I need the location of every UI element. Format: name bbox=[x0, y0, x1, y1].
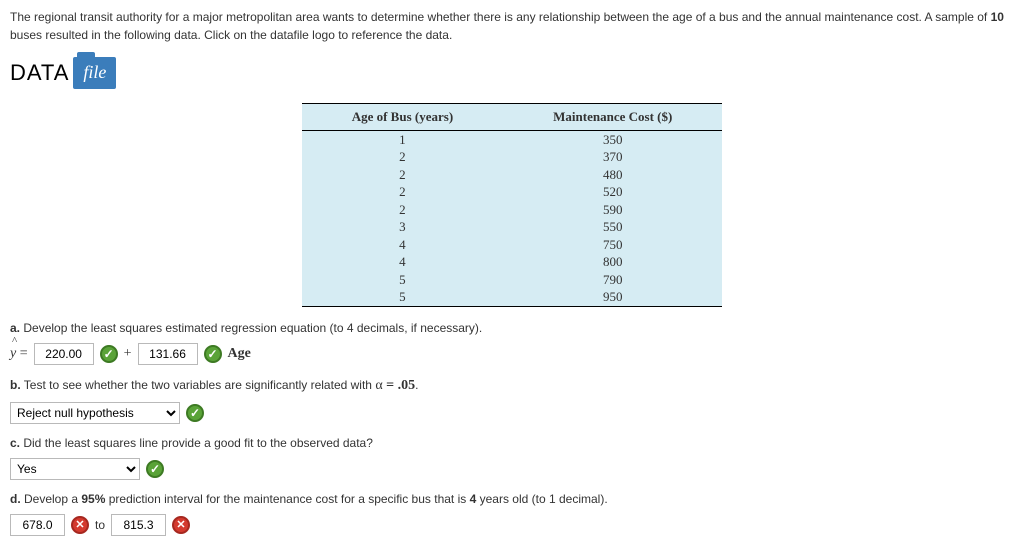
table-row: 5950 bbox=[302, 288, 723, 306]
label-c: c. bbox=[10, 436, 20, 450]
lower-bound-input[interactable] bbox=[10, 514, 65, 536]
cross-icon bbox=[172, 516, 190, 534]
hypothesis-select[interactable]: Reject null hypothesis bbox=[10, 402, 180, 424]
text-d2: prediction interval for the maintenance … bbox=[105, 492, 469, 506]
intro-text-1: The regional transit authority for a maj… bbox=[10, 10, 991, 24]
col-header-cost: Maintenance Cost ($) bbox=[503, 104, 722, 131]
intercept-input[interactable] bbox=[34, 343, 94, 365]
sample-size: 10 bbox=[991, 10, 1004, 24]
slope-input[interactable] bbox=[138, 343, 198, 365]
text-b: Test to see whether the two variables ar… bbox=[21, 378, 376, 392]
data-table: Age of Bus (years) Maintenance Cost ($) … bbox=[302, 103, 723, 307]
to-text: to bbox=[95, 516, 105, 534]
check-icon bbox=[146, 460, 164, 478]
question-a: a. Develop the least squares estimated r… bbox=[10, 319, 1014, 337]
text-d3: years old (to 1 decimal). bbox=[476, 492, 607, 506]
table-row: 2520 bbox=[302, 183, 723, 201]
plus-sign: + bbox=[124, 343, 132, 364]
pct-d: 95% bbox=[81, 492, 105, 506]
label-d: d. bbox=[10, 492, 21, 506]
table-row: 3550 bbox=[302, 218, 723, 236]
alpha-symbol: α bbox=[375, 378, 382, 393]
alpha-value: = .05 bbox=[383, 378, 415, 393]
col-header-age: Age of Bus (years) bbox=[302, 104, 503, 131]
upper-bound-input[interactable] bbox=[111, 514, 166, 536]
logo-word-data: DATA bbox=[10, 56, 69, 89]
table-row: 1350 bbox=[302, 130, 723, 148]
answer-row-d: to bbox=[10, 514, 1014, 536]
text-c: Did the least squares line provide a goo… bbox=[20, 436, 373, 450]
intro-text-2: buses resulted in the following data. Cl… bbox=[10, 28, 452, 42]
question-c: c. Did the least squares line provide a … bbox=[10, 434, 1014, 452]
datafile-logo[interactable]: DATA file bbox=[10, 56, 116, 89]
problem-statement: The regional transit authority for a maj… bbox=[10, 8, 1014, 44]
table-row: 2370 bbox=[302, 148, 723, 166]
check-icon bbox=[186, 404, 204, 422]
table-row: 5790 bbox=[302, 271, 723, 289]
label-b: b. bbox=[10, 378, 21, 392]
answer-row-a: y = + Age bbox=[10, 343, 1014, 365]
answer-row-b: Reject null hypothesis bbox=[10, 402, 1014, 424]
table-row: 4750 bbox=[302, 236, 723, 254]
table-header-row: Age of Bus (years) Maintenance Cost ($) bbox=[302, 104, 723, 131]
table-row: 4800 bbox=[302, 253, 723, 271]
yhat-symbol: y bbox=[10, 343, 16, 364]
check-icon bbox=[100, 345, 118, 363]
check-icon bbox=[204, 345, 222, 363]
question-d: d. Develop a 95% prediction interval for… bbox=[10, 490, 1014, 508]
x-variable: Age bbox=[228, 343, 251, 364]
text-d1: Develop a bbox=[21, 492, 82, 506]
text-a: Develop the least squares estimated regr… bbox=[20, 321, 482, 335]
fit-select[interactable]: Yes bbox=[10, 458, 140, 480]
folder-icon: file bbox=[73, 57, 116, 89]
question-b: b. Test to see whether the two variables… bbox=[10, 375, 1014, 396]
table-row: 2590 bbox=[302, 201, 723, 219]
table-row: 2480 bbox=[302, 166, 723, 184]
cross-icon bbox=[71, 516, 89, 534]
answer-row-c: Yes bbox=[10, 458, 1014, 480]
